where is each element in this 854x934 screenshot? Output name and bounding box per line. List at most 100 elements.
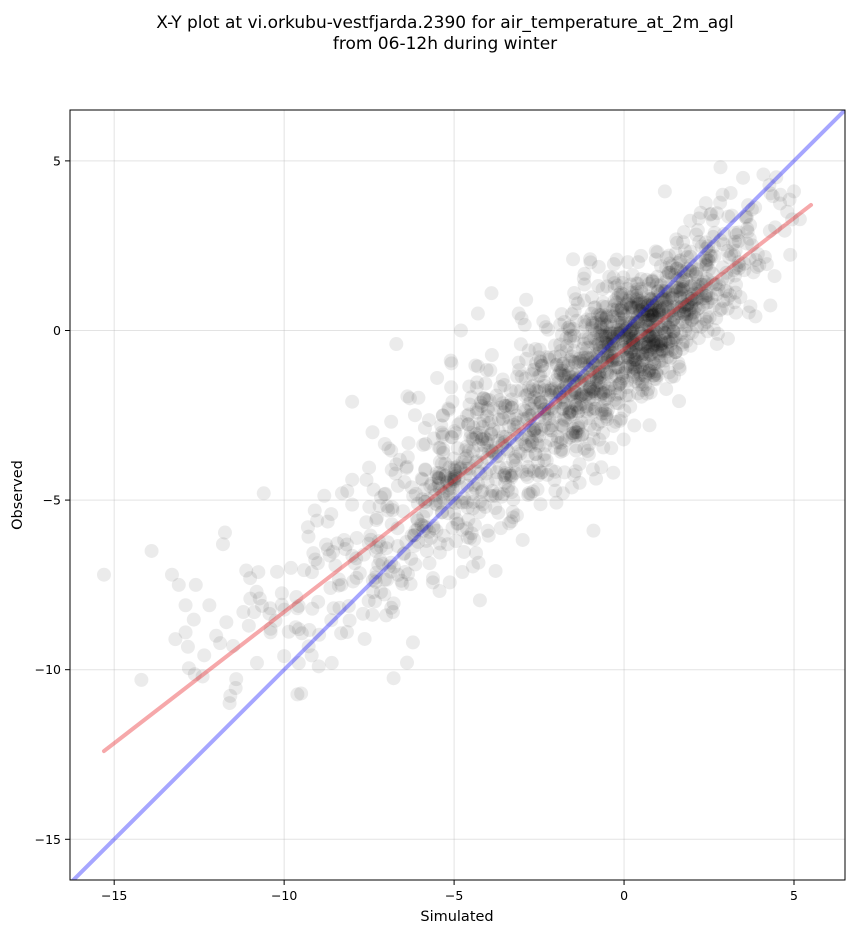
scatter-point <box>729 277 744 292</box>
scatter-point <box>641 313 656 328</box>
scatter-point <box>716 293 731 308</box>
scatter-point <box>639 356 654 371</box>
scatter-point <box>698 288 713 303</box>
scatter-point <box>504 392 519 407</box>
scatter-point <box>624 344 639 359</box>
scatter-point <box>589 471 604 486</box>
scatter-point <box>534 422 549 437</box>
scatter-point <box>466 494 481 509</box>
scatter-point <box>399 459 414 474</box>
scatter-point <box>144 543 159 558</box>
scatter-point <box>505 504 520 519</box>
scatter-point <box>676 282 691 297</box>
scatter-point <box>630 355 645 370</box>
scatter-point <box>446 451 461 466</box>
scatter-point <box>556 389 571 404</box>
scatter-point <box>549 357 564 372</box>
scatter-point <box>522 437 537 452</box>
scatter-point <box>713 160 728 175</box>
scatter-point <box>291 656 306 671</box>
scatter-point <box>565 404 580 419</box>
scatter-point <box>699 253 714 268</box>
scatter-point <box>601 337 616 352</box>
scatter-point <box>291 598 306 613</box>
scatter-point <box>669 261 684 276</box>
scatter-point <box>625 331 640 346</box>
scatter-point <box>458 443 473 458</box>
scatter-point <box>493 379 508 394</box>
scatter-point <box>532 380 547 395</box>
scatter-point <box>446 492 461 507</box>
scatter-point <box>598 392 613 407</box>
scatter-point <box>681 296 696 311</box>
scatter-point <box>652 304 667 319</box>
scatter-point <box>476 390 491 405</box>
scatter-point <box>688 267 703 282</box>
scatter-point <box>290 687 305 702</box>
scatter-point <box>679 319 694 334</box>
scatter-point <box>677 266 691 281</box>
scatter-point <box>715 260 730 275</box>
scatter-point <box>651 346 666 361</box>
scatter-point <box>541 387 556 402</box>
scatter-point <box>567 286 582 301</box>
scatter-point <box>691 290 706 305</box>
scatter-point <box>568 425 583 440</box>
scatter-point <box>582 358 597 373</box>
scatter-point <box>543 388 558 403</box>
scatter-point <box>341 599 356 614</box>
scatter-point <box>465 501 480 516</box>
scatter-point <box>384 414 399 429</box>
scatter-point <box>605 320 620 335</box>
scatter-point <box>676 279 691 294</box>
scatter-point <box>274 586 289 601</box>
scatter-point <box>576 350 591 365</box>
scatter-point <box>380 535 395 550</box>
scatter-point <box>722 250 737 265</box>
scatter-point <box>633 294 648 309</box>
scatter-point <box>646 334 661 349</box>
scatter-point <box>577 314 592 329</box>
scatter-point <box>612 328 627 343</box>
scatter-point <box>631 314 646 329</box>
scatter-point <box>431 470 446 485</box>
scatter-point <box>477 392 492 407</box>
scatter-point <box>647 336 662 351</box>
scatter-point <box>629 288 644 303</box>
scatter-point <box>665 287 680 302</box>
scatter-point <box>369 565 384 580</box>
scatter-point <box>629 292 644 307</box>
scatter-point <box>511 444 526 459</box>
scatter-point <box>527 362 542 377</box>
scatter-point <box>243 591 258 606</box>
scatter-point <box>239 563 254 578</box>
scatter-point <box>585 462 600 477</box>
scatter-point <box>508 452 523 467</box>
scatter-point <box>448 426 463 441</box>
scatter-point <box>594 403 609 418</box>
scatter-point <box>304 565 319 580</box>
scatter-point <box>472 505 487 520</box>
scatter-point <box>571 428 586 443</box>
scatter-point <box>637 365 652 380</box>
scatter-point <box>528 342 543 357</box>
scatter-point <box>363 532 378 547</box>
scatter-point <box>495 411 510 426</box>
scatter-point <box>646 322 661 337</box>
scatter-point <box>592 307 607 322</box>
y-tick-label: −10 <box>35 662 61 677</box>
scatter-point <box>649 364 664 379</box>
scatter-point <box>632 302 647 317</box>
scatter-point <box>414 471 429 486</box>
scatter-point <box>567 328 582 343</box>
scatter-point <box>601 388 616 403</box>
scatter-point <box>549 384 564 399</box>
scatter-point <box>690 269 705 284</box>
scatter-point <box>537 379 552 394</box>
scatter-point <box>509 408 524 423</box>
scatter-point <box>476 391 491 406</box>
scatter-point <box>680 297 695 312</box>
scatter-point <box>636 307 651 322</box>
scatter-point <box>310 513 325 528</box>
scatter-point <box>566 426 581 441</box>
